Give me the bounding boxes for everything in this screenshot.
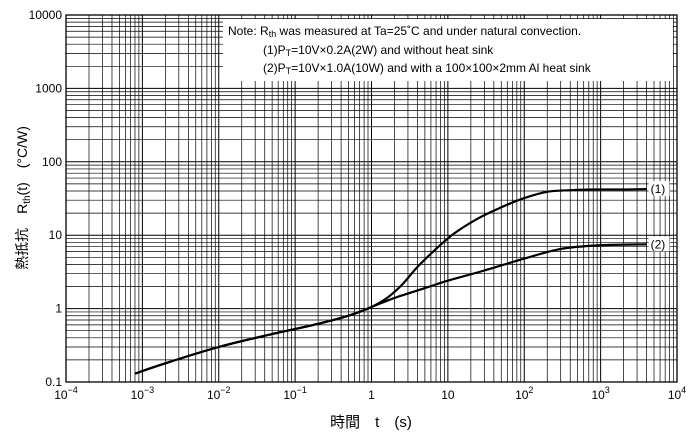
x-tick-label: 10−2 bbox=[207, 385, 231, 402]
note-box: Note: Rth was measured at Ta=25˚C and un… bbox=[223, 19, 673, 81]
x-tick-label: 10−4 bbox=[54, 385, 78, 402]
y-tick-label: 10 bbox=[49, 228, 63, 242]
series-label-bg bbox=[648, 236, 670, 252]
series-label-2: (2) bbox=[651, 237, 666, 251]
y-tick-label: 10000 bbox=[29, 8, 63, 22]
note-line-1: Note: Rth was measured at Ta=25˚C and un… bbox=[228, 24, 581, 39]
series-label-bg bbox=[648, 181, 670, 197]
x-tick-label: 1 bbox=[368, 388, 375, 402]
y-tick-labels: 0.1 1 10 100 1000 10000 bbox=[29, 8, 63, 389]
note-line-3: (2)PT=10V×1.0A(10W) and with a 100×100×2… bbox=[263, 61, 592, 76]
x-tick-label: 10 bbox=[441, 388, 455, 402]
series-line-1 bbox=[134, 188, 647, 375]
x-tick-label: 103 bbox=[591, 385, 609, 402]
note-line-2: (1)PT=10V×0.2A(2W) and without heat sink bbox=[263, 43, 494, 58]
y-tick-label: 1 bbox=[55, 302, 62, 316]
y-tick-label: 100 bbox=[42, 155, 62, 169]
x-tick-label: 10−3 bbox=[131, 385, 155, 402]
series-lines: (1) (2) bbox=[134, 181, 670, 375]
x-axis-label: 時間 t (s) bbox=[330, 414, 412, 431]
y-tick-label: 1000 bbox=[35, 81, 62, 95]
series-line-2 bbox=[134, 243, 647, 375]
plot-frame bbox=[65, 14, 678, 383]
x-tick-label: 104 bbox=[668, 385, 686, 402]
x-tick-label: 102 bbox=[515, 385, 533, 402]
x-tick-label: 10−1 bbox=[283, 385, 307, 402]
y-tick-label: 0.1 bbox=[45, 375, 62, 389]
y-axis-label: 熱抵抗 Rth(t) (°C/W) bbox=[14, 126, 33, 270]
series-label-1: (1) bbox=[651, 182, 666, 196]
x-tick-labels: 10−4 10−3 10−2 10−1 1 10 102 103 104 bbox=[54, 385, 686, 402]
